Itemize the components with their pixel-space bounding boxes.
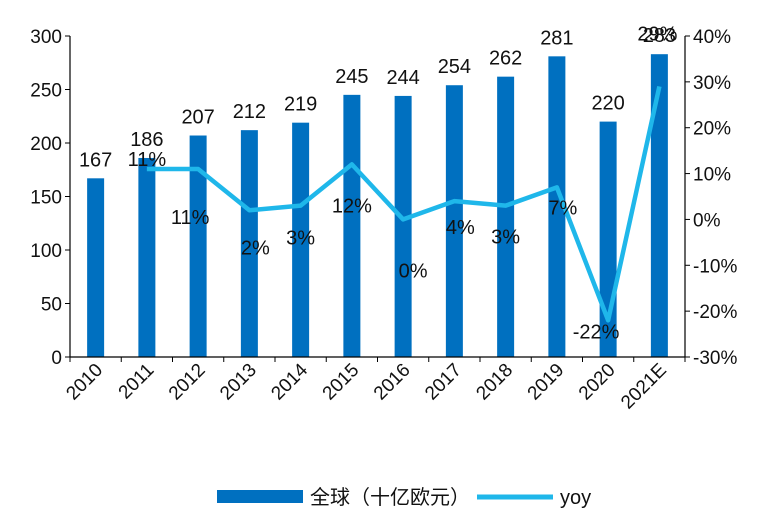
bar-data-labels: 167 186 207 212 219 245 244 254 262 281 220 283 <box>79 25 676 171</box>
x-axis-ticks: 2010 2011 2012 2013 2014 2015 2016 2017 2018 2019… <box>62 357 686 414</box>
bar-label-2012: 207 <box>181 107 214 129</box>
left-tick-label: 300 <box>30 27 62 48</box>
left-tick-label: 0 <box>51 348 62 369</box>
right-tick-label: 10% <box>693 165 731 186</box>
yoy-line-series <box>146 85 662 323</box>
x-tick-label-2010: 2010 <box>62 360 107 405</box>
x-tick-label-2017: 2017 <box>421 360 466 405</box>
bar-2011 <box>138 157 156 357</box>
right-tick-label: -10% <box>693 256 737 277</box>
right-tick-label: 30% <box>693 73 731 94</box>
yoy-label-2012: 11% <box>171 207 210 229</box>
left-tick-label: 50 <box>41 295 62 316</box>
right-tick-label: -20% <box>693 302 737 323</box>
legend-bar-swatch <box>217 490 303 503</box>
bar-2019 <box>548 56 566 358</box>
yoy-label-2013: 2% <box>241 237 270 259</box>
yoy-label-2021E: 29% <box>637 23 677 45</box>
x-tick-label-2018: 2018 <box>472 360 517 405</box>
bar-label-2021E: 283 <box>643 25 676 47</box>
yoy-label-2015: 12% <box>332 195 372 217</box>
bar-label-2011: 186 <box>130 129 163 151</box>
bar-label-2016: 244 <box>386 67 419 89</box>
yoy-label-2019: 7% <box>548 197 577 219</box>
bar-label-2015: 245 <box>335 66 368 88</box>
bar-2014 <box>292 122 310 357</box>
bar-series <box>87 54 668 358</box>
x-tick-label-2015: 2015 <box>319 360 364 405</box>
x-tick-label-2020: 2020 <box>575 360 620 405</box>
bar-label-2014: 219 <box>284 94 317 116</box>
bar-2018 <box>497 76 515 357</box>
yoy-label-2018: 3% <box>491 227 520 249</box>
bar-2013 <box>240 130 258 357</box>
bar-label-2019: 281 <box>540 27 573 49</box>
legend: 全球（十亿欧元） yoy <box>217 486 591 509</box>
left-tick-label: 100 <box>30 241 62 262</box>
bar-2012 <box>189 135 207 357</box>
left-tick-label: 250 <box>30 81 62 102</box>
x-tick-label-2021E: 2021E <box>617 360 671 414</box>
x-tick-label-2014: 2014 <box>267 359 312 404</box>
x-tick-label-2016: 2016 <box>370 360 415 405</box>
left-tick-label: 150 <box>30 188 62 209</box>
yoy-label-2011: 11% <box>128 149 167 171</box>
yoy-label-2017: 4% <box>446 217 475 239</box>
yoy-label-2016: 0% <box>399 260 428 282</box>
x-tick-label-2019: 2019 <box>524 360 569 405</box>
bar-2021E <box>650 54 668 357</box>
right-tick-label: 0% <box>693 210 721 231</box>
yoy-line <box>146 85 662 323</box>
bar-2015 <box>343 94 361 357</box>
bar-label-2018: 262 <box>489 48 522 70</box>
right-tick-label: 20% <box>693 119 731 140</box>
bar-label-2017: 254 <box>438 56 471 78</box>
x-tick-label-2013: 2013 <box>216 360 261 405</box>
bar-2010 <box>87 178 105 357</box>
left-tick-label: 200 <box>30 134 62 155</box>
right-tick-label: 40% <box>693 27 731 48</box>
bar-2017 <box>445 85 463 357</box>
x-tick-label-2012: 2012 <box>165 360 210 405</box>
bar-label-2020: 220 <box>591 93 624 115</box>
bar-label-2010: 167 <box>79 149 112 171</box>
bar-label-2013: 212 <box>233 101 266 123</box>
yoy-label-2020: -22% <box>573 321 620 343</box>
legend-bar-label: 全球（十亿欧元） <box>310 486 470 509</box>
yoy-label-2014: 3% <box>286 228 315 250</box>
line-data-labels: 11% 11% 2% 3% 12% 0% 4% 3% 7% -22% 29% <box>128 23 678 343</box>
right-tick-label: -30% <box>693 348 737 369</box>
legend-line-label: yoy <box>560 487 591 509</box>
bar-2016 <box>394 95 412 358</box>
x-tick-label-2011: 2011 <box>115 360 159 404</box>
